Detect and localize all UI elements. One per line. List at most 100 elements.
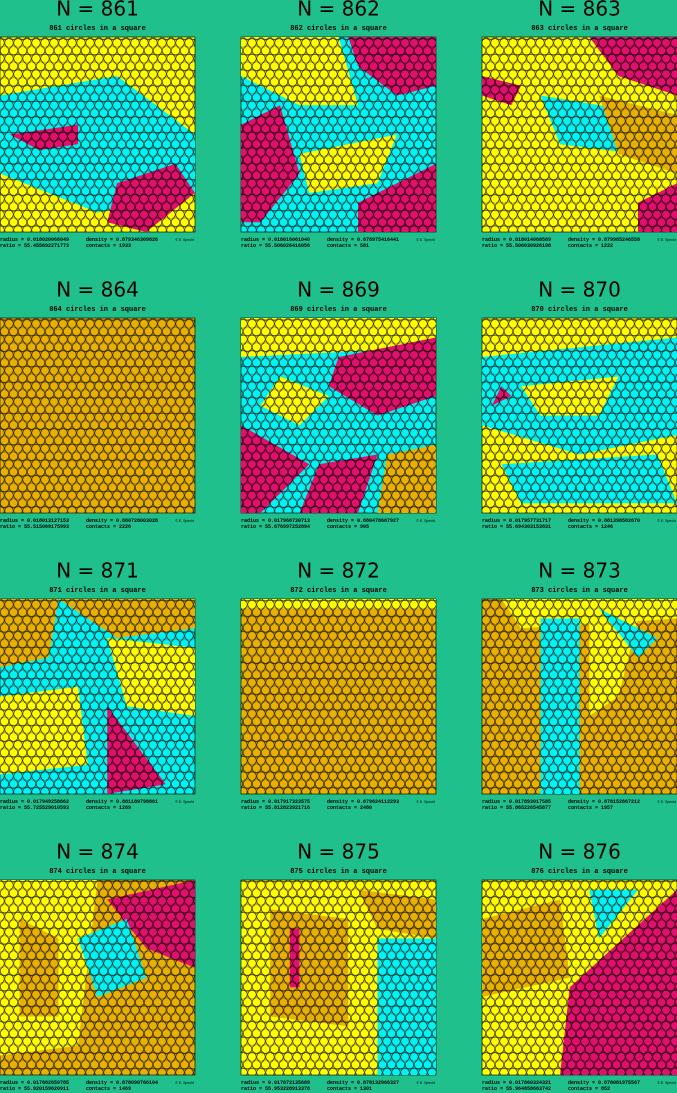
density-info: density = 0.878152867212: [568, 799, 640, 805]
panel: N = 873 873 circles in a square radius = 0…: [481, 559, 677, 811]
circle-cluster: [377, 938, 436, 1075]
ratio-info: ratio = 55.506030926198: [482, 243, 551, 249]
panel: N = 862 862 circles in a square radius = 0…: [240, 0, 437, 249]
circle-cluster: [328, 337, 436, 416]
panel: N = 869 869 circles in a square radius = 0…: [240, 278, 437, 530]
contacts-info: contacts = 1301: [327, 1086, 372, 1092]
radius-info: radius = 0.017872135689: [241, 1080, 310, 1086]
panel: N = 870 870 circles in a square radius = 0…: [481, 278, 677, 530]
circle-cluster: [241, 105, 300, 223]
panel-title: N = 876: [538, 840, 621, 864]
panel-subtitle: 862 circles in a square: [290, 25, 387, 33]
circle-cluster: [107, 638, 195, 716]
panel-subtitle: 874 circles in a square: [49, 868, 146, 876]
radius-info: radius = 0.017968730713: [241, 518, 310, 524]
panel-title: N = 875: [297, 840, 380, 864]
circle-cluster: [358, 889, 436, 939]
credit: © E. Specht: [416, 238, 435, 242]
panel-title: N = 861: [56, 0, 139, 21]
density-info: density = 0.881398582670: [568, 518, 640, 524]
circle-cluster: [348, 37, 436, 96]
density-info: density = 0.878975416441: [327, 237, 399, 243]
ratio-info: ratio = 55.920159620911: [0, 1086, 69, 1092]
panel-title: N = 863: [538, 0, 621, 21]
density-info: density = 0.878081975567: [568, 1080, 640, 1086]
circle-cluster: [107, 880, 195, 968]
panel-subtitle: 869 circles in a square: [290, 306, 387, 314]
radius-info: radius = 0.017949258862: [0, 799, 69, 805]
credit: © E. Specht: [175, 519, 194, 523]
ratio-info: ratio = 55.515069175993: [0, 524, 69, 530]
ratio-info: ratio = 55.964858663742: [482, 1086, 551, 1092]
ratio-info: ratio = 55.865226545877: [482, 805, 551, 811]
panel: N = 875 875 circles in a square radius = 0…: [240, 840, 437, 1092]
density-info: density = 0.879985246558: [568, 237, 640, 243]
circle-cluster: [241, 425, 310, 513]
circle-cluster: [501, 454, 677, 504]
circle-cluster: [377, 444, 436, 513]
circle-cluster: [299, 454, 378, 513]
contacts-info: contacts = 2226: [86, 524, 131, 530]
ratio-info: ratio = 55.455692271773: [0, 243, 69, 249]
panel: N = 871 871 circles in a square radius = 0…: [0, 559, 196, 811]
panel-subtitle: 871 circles in a square: [49, 587, 146, 595]
density-info: density = 0.880728003028: [86, 518, 158, 524]
circle-cluster: [0, 686, 88, 775]
panel: N = 872 872 circles in a square radius = 0…: [240, 559, 437, 811]
ratio-info: ratio = 55.506026416056: [241, 243, 310, 249]
density-info: density = 0.879624112293: [327, 799, 399, 805]
radius-info: radius = 0.017957731717: [482, 518, 551, 524]
ratio-info: ratio = 55.953228913378: [241, 1086, 310, 1092]
radius-info: radius = 0.018013127153: [0, 518, 69, 524]
circle-cluster: [358, 163, 436, 232]
circle-cluster: [9, 124, 78, 151]
panel-title: N = 871: [56, 559, 139, 583]
circle-cluster: [107, 163, 195, 232]
contacts-info: contacts = 2480: [327, 805, 372, 811]
circle-cluster: [589, 889, 638, 939]
circle-cluster: [19, 919, 59, 1017]
credit: © E. Specht: [175, 1081, 194, 1085]
panel-subtitle: 872 circles in a square: [290, 587, 387, 595]
panel: N = 861 861 circles in a square radius = 0…: [0, 0, 196, 249]
circle-cluster: [299, 134, 397, 193]
panel-subtitle: 876 circles in a square: [531, 868, 628, 876]
circle-cluster: [589, 618, 638, 716]
circle-cluster: [560, 889, 677, 1075]
panel-title: N = 870: [538, 278, 621, 302]
packing-square: [0, 317, 196, 514]
panel-subtitle: 870 circles in a square: [531, 306, 628, 314]
circle-cluster: [58, 599, 195, 638]
ratio-info: ratio = 55.694303153831: [482, 524, 551, 530]
contacts-info: contacts = 1222: [568, 243, 613, 249]
panel-subtitle: 861 circles in a square: [49, 25, 146, 33]
panel-title: N = 872: [297, 559, 380, 583]
radius-info: radius = 0.018014068589: [482, 237, 551, 243]
credit: © E. Specht: [416, 519, 435, 523]
circle-cluster: [107, 706, 166, 794]
panel-title: N = 869: [297, 278, 380, 302]
circle-cluster: [0, 599, 59, 668]
radius-info: radius = 0.017882659785: [0, 1080, 69, 1086]
circle-cluster: [491, 386, 512, 406]
credit: © E. Specht: [657, 800, 676, 804]
circle-cluster: [241, 599, 436, 609]
credit: © E. Specht: [175, 238, 194, 242]
panel-title: N = 873: [538, 559, 621, 583]
circle-cluster: [289, 928, 300, 988]
circle-cluster: [599, 608, 658, 658]
contacts-info: contacts = 1269: [86, 805, 131, 811]
credit: © E. Specht: [657, 519, 676, 523]
credit: © E. Specht: [175, 800, 194, 804]
ratio-info: ratio = 55.812823921716: [241, 805, 310, 811]
circle-cluster: [482, 76, 521, 106]
panel: N = 863 863 circles in a square radius = 0…: [481, 0, 677, 249]
panel-subtitle: 875 circles in a square: [290, 868, 387, 876]
density-info: density = 0.878090766104: [86, 1080, 158, 1086]
circle-cluster: [78, 919, 147, 997]
panel: N = 876 876 circles in a square radius = 0…: [481, 840, 677, 1092]
credit: © E. Specht: [657, 1081, 676, 1085]
radius-info: radius = 0.017893017585: [482, 799, 551, 805]
panel-title: N = 862: [297, 0, 380, 21]
